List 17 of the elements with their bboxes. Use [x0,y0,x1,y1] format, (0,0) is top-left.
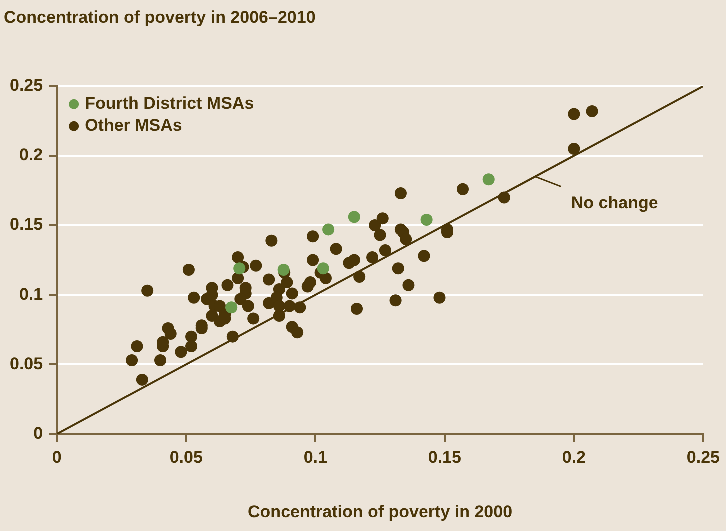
x-tick-label: 0.15 [428,448,462,468]
legend-label: Other MSAs [85,116,182,136]
x-tick-label: 0.2 [562,448,586,468]
x-tick-label: 0.25 [686,448,720,468]
x-tick-label: 0.1 [304,448,328,468]
y-tick-label: 0 [34,424,44,443]
y-tick-label: 0.15 [10,215,44,234]
y-tick-label: 0.25 [10,76,44,96]
y-tick-label: 0.2 [19,146,44,165]
y-tick-label: 0.1 [19,284,44,304]
x-axis-title: Concentration of poverty in 2000 [248,502,513,522]
y-tick-label: 0.05 [10,354,44,374]
x-tick-label: 0.05 [170,448,203,468]
annotation: No change [571,194,658,213]
x-tick-label: 0 [52,448,62,468]
y-axis-title: Concentration of poverty in 2006–2010 [4,8,316,27]
legend-label: Fourth District MSAs [85,94,254,114]
